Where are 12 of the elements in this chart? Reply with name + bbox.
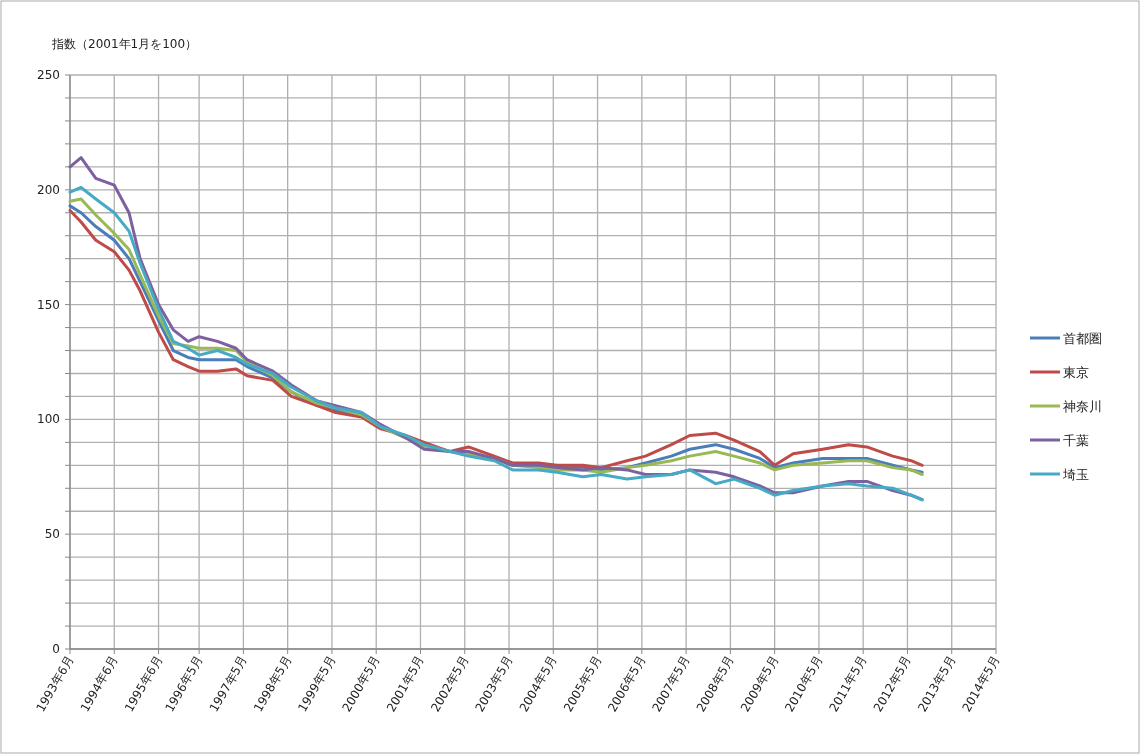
y-tick-label: 0	[52, 642, 60, 656]
y-tick-label: 100	[37, 412, 60, 427]
y-tick-label: 150	[37, 297, 60, 312]
y-axis-title: 指数（2001年1月を100）	[51, 37, 198, 51]
y-tick-label: 200	[37, 182, 60, 197]
y-tick-label: 50	[44, 527, 60, 542]
legend-label: 埼玉	[1062, 467, 1089, 482]
legend-label: 千葉	[1063, 433, 1089, 448]
legend-label: 首都圏	[1063, 331, 1102, 346]
legend-label: 神奈川	[1063, 399, 1102, 414]
legend-label: 東京	[1063, 365, 1089, 380]
y-tick-label: 250	[37, 68, 60, 82]
